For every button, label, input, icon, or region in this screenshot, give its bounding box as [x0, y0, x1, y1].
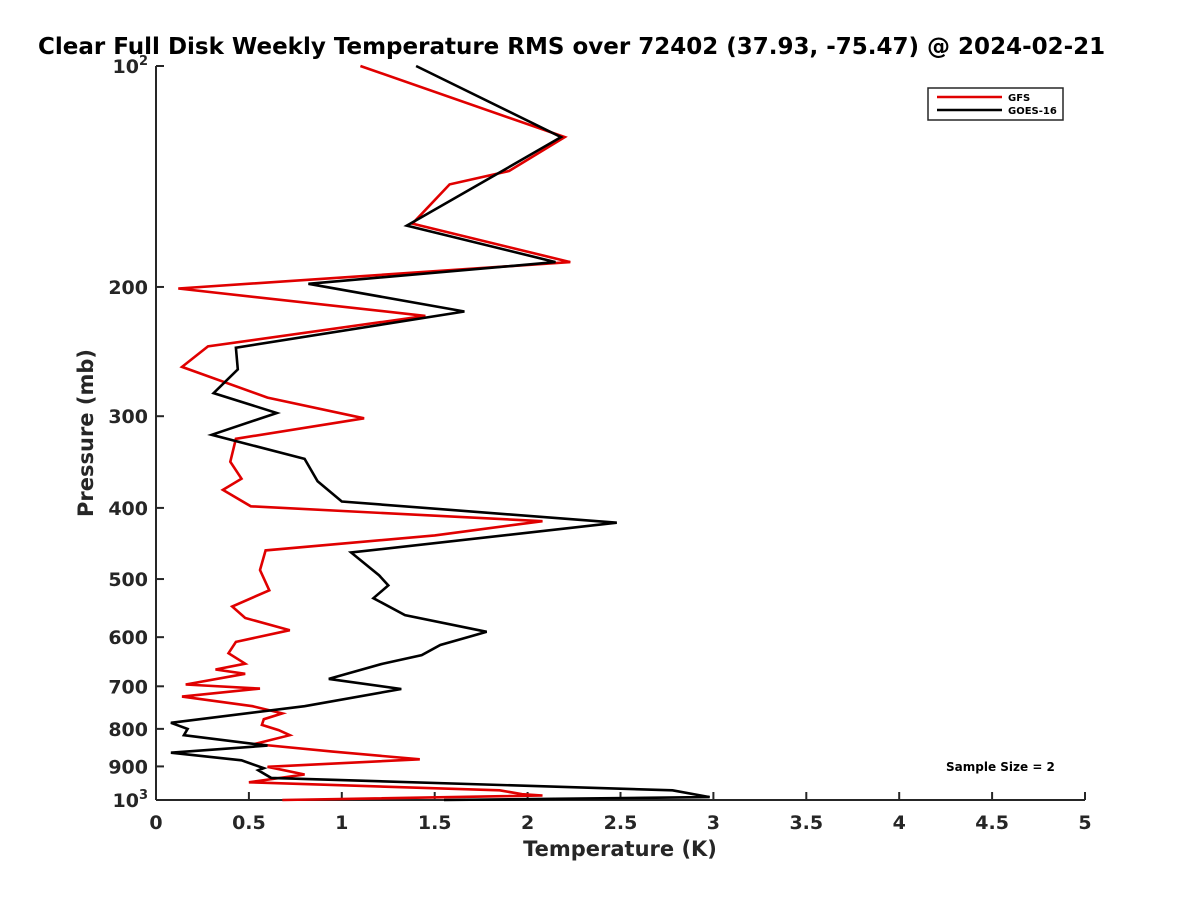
- sample-size-annotation: Sample Size = 2: [946, 760, 1055, 774]
- legend: GFS GOES-16: [927, 87, 1064, 121]
- y-tick-label: 200: [108, 277, 148, 299]
- x-tick-label: 4: [893, 812, 906, 834]
- legend-label-gfs: GFS: [1008, 93, 1030, 104]
- series-line-gfs: [178, 64, 571, 802]
- y-tick-label: 103: [113, 788, 149, 812]
- y-axis-ticks: 102 200 300 400 500 600 700 800 900 103: [108, 54, 164, 812]
- x-tick-label: 1: [335, 812, 348, 834]
- legend-box: [927, 87, 1064, 121]
- y-axis-label: Pressure (mb): [74, 349, 98, 517]
- x-axis-label: Temperature (K): [523, 837, 717, 861]
- x-tick-label: 0: [149, 812, 162, 834]
- y-tick-label: 900: [108, 756, 148, 778]
- x-tick-label: 2: [521, 812, 534, 834]
- x-axis-ticks: 0 0.5 1 1.5 2 2.5 3 3.5 4 4.5 5: [149, 792, 1092, 834]
- series-layer: [170, 64, 710, 802]
- x-tick-label: 3: [707, 812, 720, 834]
- y-tick-label: 600: [108, 627, 148, 649]
- series-line-goes-16: [170, 64, 710, 802]
- x-tick-label: 1.5: [418, 812, 452, 834]
- y-tick-label: 400: [108, 498, 148, 520]
- legend-label-goes16: GOES-16: [1008, 106, 1057, 117]
- x-tick-label: 0.5: [232, 812, 266, 834]
- x-tick-label: 2.5: [604, 812, 638, 834]
- y-tick-label: 800: [108, 719, 148, 741]
- x-tick-label: 5: [1078, 812, 1091, 834]
- y-tick-label: 102: [113, 54, 149, 78]
- y-tick-label: 300: [108, 406, 148, 428]
- x-tick-label: 3.5: [789, 812, 823, 834]
- y-tick-label: 700: [108, 676, 148, 698]
- chart-title: Clear Full Disk Weekly Temperature RMS o…: [38, 34, 1105, 60]
- x-tick-label: 4.5: [975, 812, 1009, 834]
- y-tick-label: 500: [108, 569, 148, 591]
